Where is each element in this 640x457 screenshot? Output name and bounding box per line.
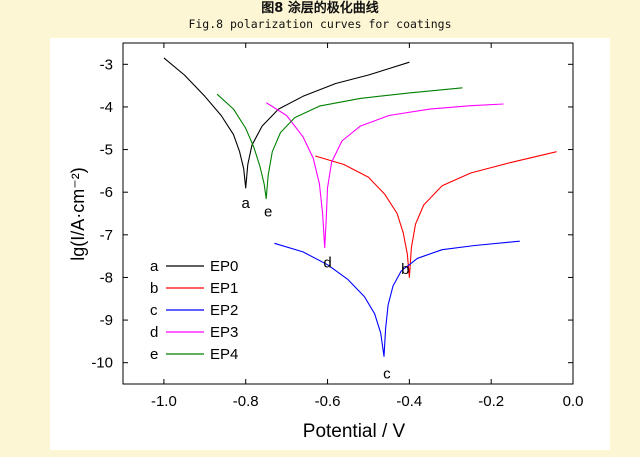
series-line-ep1	[315, 151, 557, 278]
y-tick-label: -5	[100, 142, 113, 159]
legend-letter: d	[150, 324, 158, 341]
figure-caption: 图8 涂层的极化曲线 Fig.8 polarization curves for…	[0, 0, 640, 37]
curves-layer	[163, 57, 557, 357]
curve-label-c: c	[383, 365, 391, 382]
curve-label-b: b	[401, 261, 409, 278]
series-line-ep0	[163, 57, 410, 189]
legend-series-name: EP4	[210, 346, 238, 363]
caption-english: Fig.8 polarization curves for coatings	[188, 17, 452, 31]
x-tick-label: -1.0	[151, 393, 177, 410]
x-axis-title: Potential / V	[303, 421, 406, 442]
y-tick-label: -10	[91, 355, 113, 372]
y-tick-label: -6	[100, 184, 113, 201]
polarization-chart: -1.0 -0.8 -0.6 -0.4 -0.2 0.0 -3 -4 -5 -6 -7 -8 -9 -10…	[68, 42, 583, 442]
legend-letter: a	[150, 258, 159, 275]
legend-series-name: EP3	[210, 324, 238, 341]
y-tick-label: -8	[100, 269, 113, 286]
curve-label-a: a	[242, 195, 251, 212]
legend-series-name: EP0	[210, 258, 238, 275]
series-line-ep4	[216, 87, 463, 200]
caption-chinese: 图8 涂层的极化曲线	[261, 1, 379, 16]
y-tick-label: -4	[100, 99, 113, 116]
y-tick-label: -9	[100, 312, 113, 329]
x-tick-label: -0.6	[315, 393, 341, 410]
series-line-ep3	[265, 102, 504, 249]
y-tick-label: -3	[100, 56, 113, 73]
y-axis-title: lg(I/A·cm⁻²)	[68, 167, 88, 261]
y-tick-label: -7	[100, 227, 113, 244]
legend: a EP0 b EP1 c EP2 d EP3 e EP4	[150, 258, 238, 363]
curve-labels-layer: ae d b c	[242, 195, 410, 383]
series-line-ep2	[274, 240, 520, 357]
plot-frame	[122, 42, 574, 385]
axes-layer: -1.0 -0.8 -0.6 -0.4 -0.2 0.0 -3 -4 -5 -6 -7 -8 -9 -10	[91, 43, 583, 410]
x-tick-label: -0.2	[478, 393, 504, 410]
x-tick-label: 0.0	[563, 393, 584, 410]
legend-letter: e	[150, 346, 158, 363]
legend-series-name: EP2	[210, 302, 238, 319]
legend-series-name: EP1	[210, 280, 238, 297]
curve-label-e: e	[264, 203, 272, 220]
legend-letter: c	[150, 302, 158, 319]
curve-label-d: d	[323, 255, 331, 272]
legend-letter: b	[150, 280, 158, 297]
x-tick-label: -0.8	[233, 393, 259, 410]
chart-panel: -1.0 -0.8 -0.6 -0.4 -0.2 0.0 -3 -4 -5 -6 -7 -8 -9 -10…	[50, 38, 610, 450]
x-tick-label: -0.4	[396, 393, 422, 410]
